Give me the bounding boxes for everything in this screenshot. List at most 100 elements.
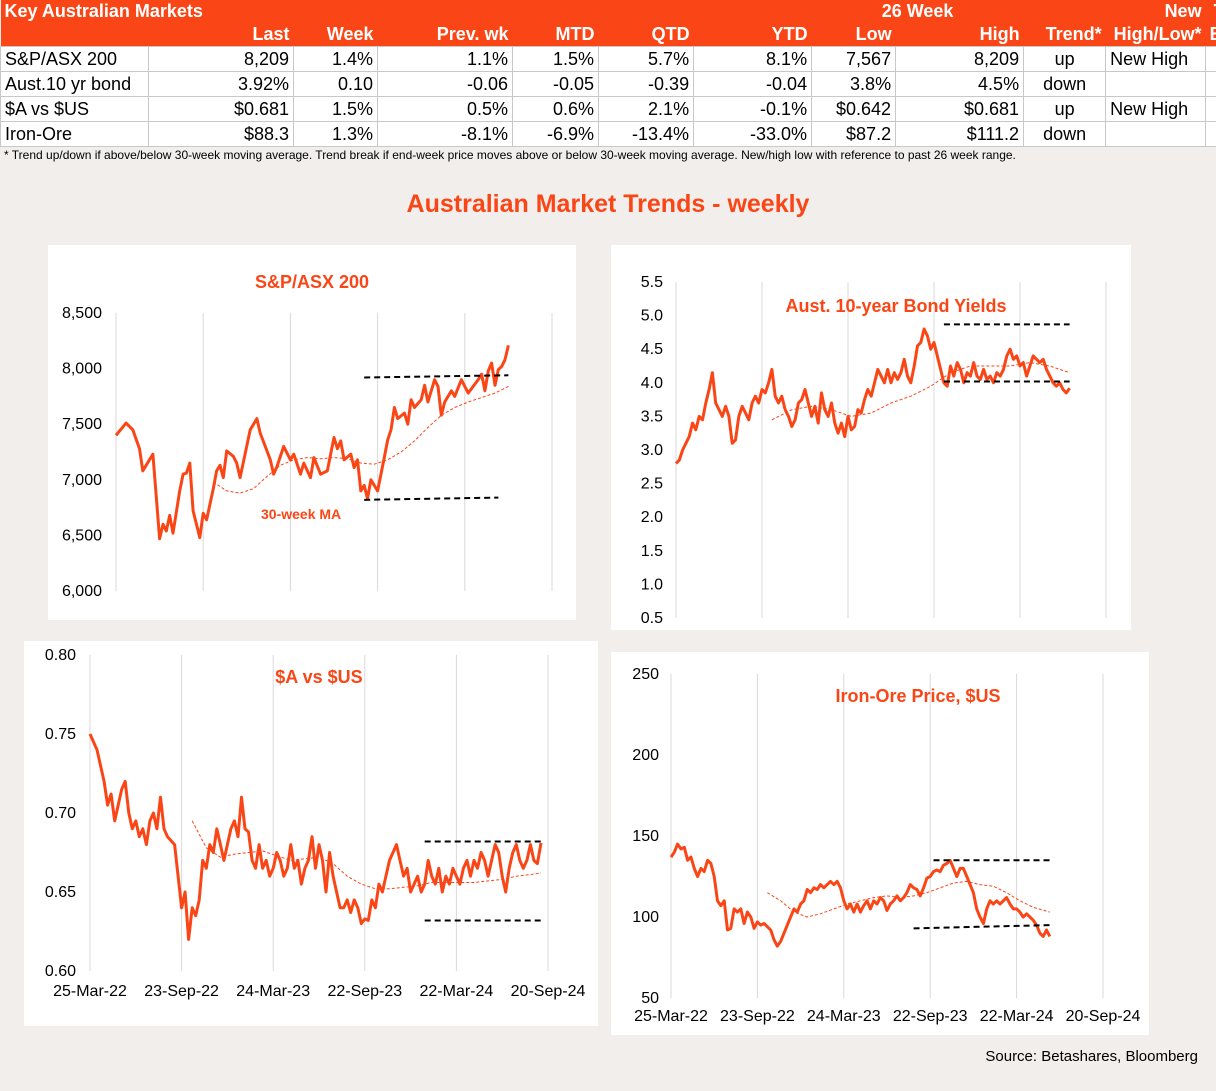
table-title: Key Australian Markets bbox=[0, 0, 694, 22]
cell-low: 3.8% bbox=[811, 71, 897, 97]
cell-ytd: -33.0% bbox=[693, 121, 813, 147]
cell-break bbox=[1205, 71, 1216, 97]
col-high-low: High/Low* bbox=[1105, 22, 1206, 47]
cell-mtd: 0.6% bbox=[512, 96, 599, 122]
aud-chart: 0.60 0.65 0.70 0.75 0.80 25-Mar-22 23-Sep-22 24… bbox=[45, 647, 586, 1000]
bond-y-tick-label: 5.0 bbox=[641, 308, 663, 325]
bond-y-tick-label: 0.5 bbox=[641, 610, 663, 627]
bond-series-price bbox=[674, 327, 1071, 465]
col-low: Low bbox=[811, 22, 896, 47]
aud-x-tick-label: 22-Mar-24 bbox=[419, 983, 493, 1000]
bond-y-tick-label: 4.5 bbox=[641, 341, 663, 358]
cell-break bbox=[1205, 121, 1216, 147]
row-name: $A vs $US bbox=[0, 96, 149, 122]
iron-x-tick-label: 23-Sep-22 bbox=[720, 1008, 795, 1025]
cell-high: $111.2 bbox=[895, 121, 1025, 147]
asx-chart-title: S&P/ASX 200 bbox=[255, 272, 369, 292]
bond-chart: 0.5 1.0 1.5 2.0 2.5 3.0 3.5 4.0 4.5 5.0 5.5 Aust. 1… bbox=[641, 274, 1107, 627]
bond-y-tick-label: 3.5 bbox=[641, 408, 663, 425]
cell-qtd: 2.1% bbox=[597, 96, 695, 122]
bond-y-tick-label: 1.0 bbox=[641, 576, 663, 593]
cell-prev: 1.1% bbox=[377, 46, 513, 72]
bond-y-tick-label: 4.0 bbox=[641, 375, 663, 392]
table-row: $A vs $US $0.681 1.5% 0.5% 0.6% 2.1% -0.… bbox=[0, 96, 1216, 122]
iron-y-tick-label: 200 bbox=[632, 747, 659, 764]
cell-trend: up bbox=[1023, 46, 1107, 72]
aud-y-tick-label: 0.80 bbox=[45, 647, 76, 664]
iron-series-price bbox=[669, 842, 1052, 948]
bond-y-tick-label: 5.5 bbox=[641, 274, 663, 291]
aud-y-tick-label: 0.70 bbox=[45, 805, 76, 822]
aud-chart-panel: 0.60 0.65 0.70 0.75 0.80 25-Mar-22 23-Sep-22 24… bbox=[24, 641, 598, 1026]
table-row: S&P/ASX 200 8,209 1.4% 1.1% 1.5% 5.7% 8.… bbox=[0, 46, 1216, 72]
bond-chart-panel: 0.5 1.0 1.5 2.0 2.5 3.0 3.5 4.0 4.5 5.0 5.5 Aust. 1… bbox=[611, 245, 1131, 630]
cell-week: 0.10 bbox=[293, 71, 378, 97]
iron-x-tick-label: 20-Sep-24 bbox=[1066, 1008, 1141, 1025]
cell-highlow: New High bbox=[1105, 96, 1207, 122]
iron-chart-title: Iron-Ore Price, $US bbox=[835, 686, 1000, 706]
iron-chart-panel: 50 100 150 200 250 25-Mar-22 23-Sep-22 24-Mar-2… bbox=[611, 652, 1149, 1035]
iron-series-ma30 bbox=[767, 880, 1050, 918]
asx-range-line bbox=[364, 374, 509, 379]
new-header: New bbox=[1105, 0, 1206, 22]
iron-y-tick-label: 150 bbox=[632, 828, 659, 845]
cell-ytd: -0.04 bbox=[693, 71, 813, 97]
cell-mtd: -6.9% bbox=[512, 121, 599, 147]
cell-highlow: New High bbox=[1105, 46, 1207, 72]
asx-series-price bbox=[114, 345, 510, 541]
aud-x-tick-label: 25-Mar-22 bbox=[53, 983, 127, 1000]
iron-x-tick-label: 24-Mar-23 bbox=[807, 1008, 881, 1025]
cell-break bbox=[1205, 46, 1216, 72]
col-mtd: MTD bbox=[512, 22, 599, 47]
asx-range-line bbox=[364, 496, 499, 501]
cell-last: 3.92% bbox=[148, 71, 294, 97]
cell-qtd: -0.39 bbox=[597, 71, 695, 97]
cell-trend: down bbox=[1023, 121, 1107, 147]
cell-week: 1.4% bbox=[293, 46, 378, 72]
cell-ytd: 8.1% bbox=[693, 46, 813, 72]
key-markets-table-wrap: Key Australian Markets 26 Week New Trend… bbox=[0, 0, 1216, 147]
asx-y-tick-label: 6,000 bbox=[62, 583, 102, 600]
col-prev-wk: Prev. wk bbox=[377, 22, 513, 47]
cell-mtd: 1.5% bbox=[512, 46, 599, 72]
asx-y-tick-label: 8,000 bbox=[62, 361, 102, 378]
iron-chart: 50 100 150 200 250 25-Mar-22 23-Sep-22 24-Mar-2… bbox=[632, 666, 1141, 1025]
bond-y-tick-label: 1.5 bbox=[641, 543, 663, 560]
bond-y-tick-label: 2.5 bbox=[641, 476, 663, 493]
cell-last: 8,209 bbox=[148, 46, 294, 72]
section-title: Australian Market Trends - weekly bbox=[406, 190, 810, 218]
col-qtd: QTD bbox=[598, 22, 694, 47]
iron-x-tick-label: 22-Sep-23 bbox=[893, 1008, 968, 1025]
asx-y-tick-label: 6,500 bbox=[62, 527, 102, 544]
bond-y-tick-label: 3.0 bbox=[641, 442, 663, 459]
aud-y-tick-label: 0.75 bbox=[45, 726, 76, 743]
iron-y-tick-label: 250 bbox=[632, 666, 659, 683]
iron-range-line bbox=[913, 924, 1050, 930]
aud-y-tick-label: 0.60 bbox=[45, 963, 76, 980]
asx-y-tick-label: 7,500 bbox=[62, 416, 102, 433]
cell-qtd: -13.4% bbox=[597, 121, 695, 147]
asx-y-tick-label: 8,500 bbox=[62, 305, 102, 322]
cell-trend: up bbox=[1023, 96, 1107, 122]
col-high: High bbox=[895, 22, 1024, 47]
aud-series-price bbox=[88, 733, 543, 941]
aud-chart-title: $A vs $US bbox=[275, 667, 362, 687]
cell-high: 8,209 bbox=[895, 46, 1025, 72]
table-row: Iron-Ore $88.3 1.3% -8.1% -6.9% -13.4% -… bbox=[0, 121, 1216, 147]
cell-highlow bbox=[1105, 121, 1207, 147]
row-name: Aust.10 yr bond bbox=[0, 71, 149, 97]
cell-high: $0.681 bbox=[895, 96, 1025, 122]
row-name: S&P/ASX 200 bbox=[0, 46, 149, 72]
cell-high: 4.5% bbox=[895, 71, 1025, 97]
row-name: Iron-Ore bbox=[0, 121, 149, 147]
col-last: Last bbox=[148, 22, 294, 47]
cell-mtd: -0.05 bbox=[512, 71, 599, 97]
asx-series-ma30 bbox=[213, 385, 509, 494]
cell-qtd: 5.7% bbox=[597, 46, 695, 72]
cell-prev: 0.5% bbox=[377, 96, 513, 122]
table-row: Aust.10 yr bond 3.92% 0.10 -0.06 -0.05 -… bbox=[0, 71, 1216, 97]
group-header-26-week: 26 Week bbox=[811, 0, 1024, 22]
cell-week: 1.5% bbox=[293, 96, 378, 122]
bond-y-tick-label: 2.0 bbox=[641, 509, 663, 526]
cell-last: $0.681 bbox=[148, 96, 294, 122]
